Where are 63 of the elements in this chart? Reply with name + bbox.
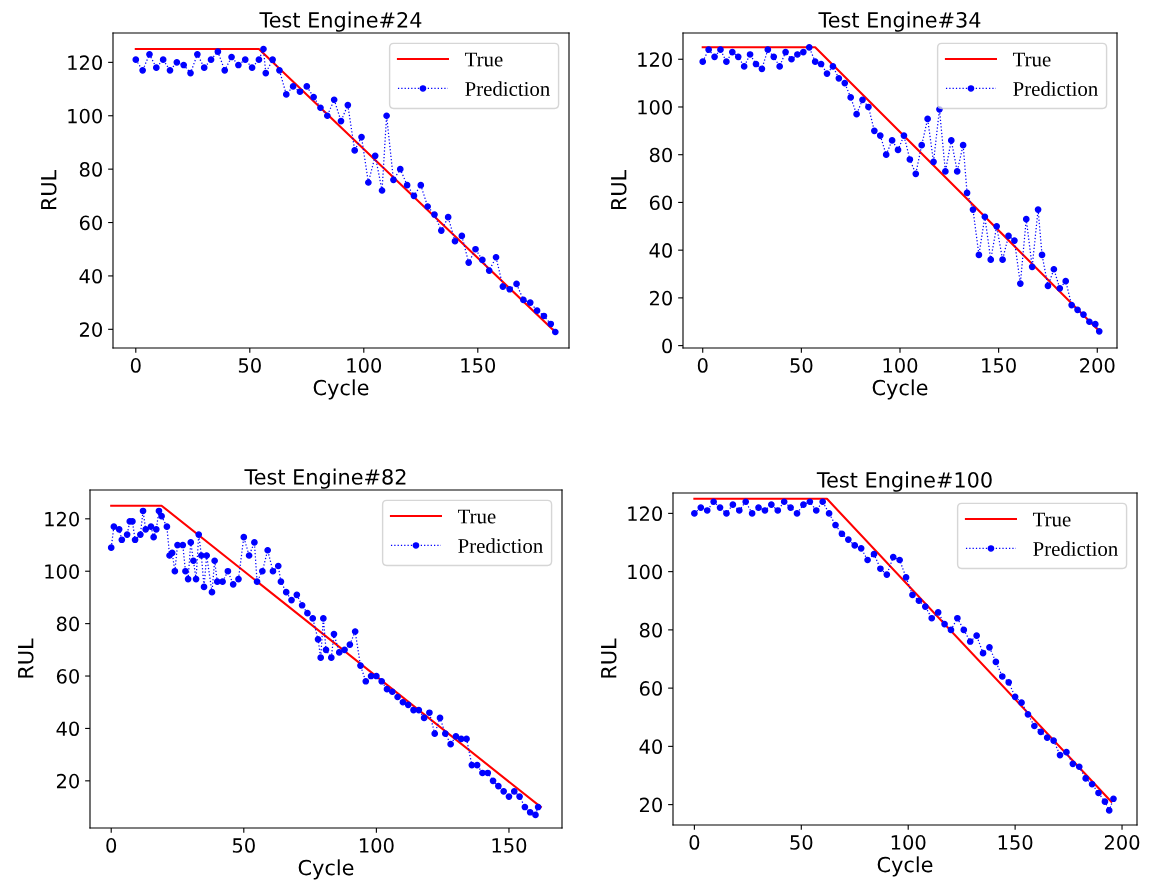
x-tick-label: 200 xyxy=(1104,835,1140,850)
y-tick-label: 100 xyxy=(68,108,102,124)
x-tick-label: 100 xyxy=(883,358,918,373)
x-axis-title: Cycle xyxy=(872,379,928,400)
y-axis-title: RUL xyxy=(611,169,627,210)
legend-label: True xyxy=(1013,52,1051,67)
x-tick-label: 50 xyxy=(232,838,255,853)
legend-label: Prediction xyxy=(1033,541,1118,556)
y-tick-label: 80 xyxy=(79,162,102,177)
y-tick-label: 80 xyxy=(649,147,672,163)
y-tick-label: 0 xyxy=(662,338,672,354)
y-tick-label: 80 xyxy=(56,616,79,632)
y-tick-label: 40 xyxy=(639,739,662,755)
y-tick-label: 120 xyxy=(45,511,79,527)
y-axis-title: RUL xyxy=(601,638,617,678)
x-tick-label: 0 xyxy=(106,838,117,853)
legend-label: Prediction xyxy=(1013,81,1098,96)
y-tick-label: 100 xyxy=(638,99,672,115)
y-tick-label: 40 xyxy=(56,721,79,737)
y-axis-title: RUL xyxy=(41,169,57,210)
x-axis-title: Cycle xyxy=(313,379,369,400)
x-tick-label: 50 xyxy=(238,358,261,373)
y-tick-label: 60 xyxy=(79,215,102,231)
y-tick-label: 20 xyxy=(79,322,102,337)
x-tick-label: 0 xyxy=(689,835,700,850)
y-tick-label: 80 xyxy=(639,622,662,638)
legend-label: True xyxy=(458,509,496,524)
y-tick-label: 60 xyxy=(649,195,672,211)
y-tick-label: 20 xyxy=(639,797,662,813)
x-tick-label: 200 xyxy=(1080,358,1115,373)
y-tick-label: 120 xyxy=(68,55,102,71)
y-tick-label: 100 xyxy=(628,564,662,580)
x-tick-label: 150 xyxy=(461,358,496,373)
y-tick-label: 60 xyxy=(56,668,79,684)
y-tick-label: 60 xyxy=(639,681,662,696)
x-tick-label: 150 xyxy=(982,358,1016,373)
x-tick-label: 150 xyxy=(998,835,1033,850)
x-tick-label: 0 xyxy=(130,358,141,373)
legend-label: Prediction xyxy=(465,81,550,96)
legend-label: True xyxy=(465,52,503,67)
y-tick-label: 120 xyxy=(628,506,662,522)
x-tick-label: 150 xyxy=(492,838,527,853)
y-tick-label: 20 xyxy=(649,290,672,306)
chart-title: Test Engine#34 xyxy=(818,11,981,32)
chart-title: Test Engine#82 xyxy=(244,468,406,489)
x-tick-label: 100 xyxy=(359,838,394,853)
y-tick-label: 120 xyxy=(638,52,672,67)
chart-title: Test Engine#100 xyxy=(816,471,992,492)
legend-label: Prediction xyxy=(458,538,543,553)
y-axis-title: RUL xyxy=(18,638,34,678)
x-axis-title: Cycle xyxy=(877,856,933,877)
y-tick-label: 40 xyxy=(649,243,672,258)
legend-label: True xyxy=(1033,512,1071,527)
x-tick-label: 0 xyxy=(697,358,708,373)
chart-title: Test Engine#24 xyxy=(259,11,422,32)
y-tick-label: 40 xyxy=(79,268,102,284)
x-tick-label: 100 xyxy=(347,358,382,373)
y-tick-label: 20 xyxy=(56,773,79,789)
x-axis-title: Cycle xyxy=(298,859,354,880)
x-tick-label: 50 xyxy=(790,835,813,850)
y-tick-label: 100 xyxy=(45,564,79,579)
x-tick-label: 50 xyxy=(790,358,813,373)
x-tick-label: 100 xyxy=(891,835,926,850)
